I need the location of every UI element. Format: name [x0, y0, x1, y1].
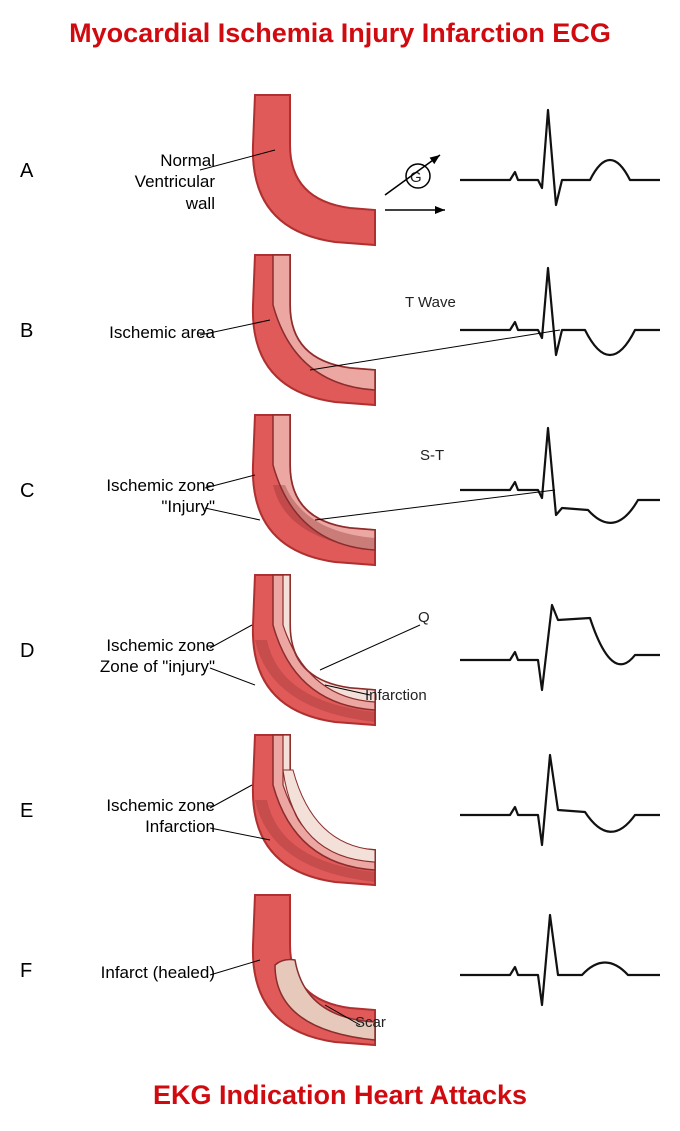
page-title: Myocardial Ischemia Injury Infarction EC…: [0, 0, 680, 59]
svg-text:Infarction: Infarction: [365, 687, 427, 704]
row-e: E Ischemic zone Infarction: [0, 730, 680, 890]
overlay-f: Scar: [0, 890, 680, 1050]
overlay-c: S-T: [0, 410, 680, 570]
svg-text:Scar: Scar: [355, 1014, 386, 1031]
page-footer: EKG Indication Heart Attacks: [0, 1080, 680, 1111]
svg-text:Q: Q: [418, 609, 430, 626]
overlay-b: T Wave: [0, 250, 680, 410]
overlay-e: [0, 730, 680, 890]
row-f: F Infarct (healed) Scar: [0, 890, 680, 1050]
diagram-rows: A Normal Ventricular wall G B Ischemic a…: [0, 90, 680, 1050]
svg-text:S-T: S-T: [420, 447, 444, 464]
overlay-a: G: [0, 90, 680, 250]
row-d: D Ischemic zone Zone of "injury" QInfarc…: [0, 570, 680, 730]
svg-text:G: G: [410, 169, 422, 186]
overlay-d: Q Infarction: [0, 570, 680, 730]
row-b: B Ischemic area T Wave: [0, 250, 680, 410]
row-c: C Ischemic zone "Injury" S-T: [0, 410, 680, 570]
row-a: A Normal Ventricular wall G: [0, 90, 680, 250]
svg-text:T Wave: T Wave: [405, 294, 456, 311]
